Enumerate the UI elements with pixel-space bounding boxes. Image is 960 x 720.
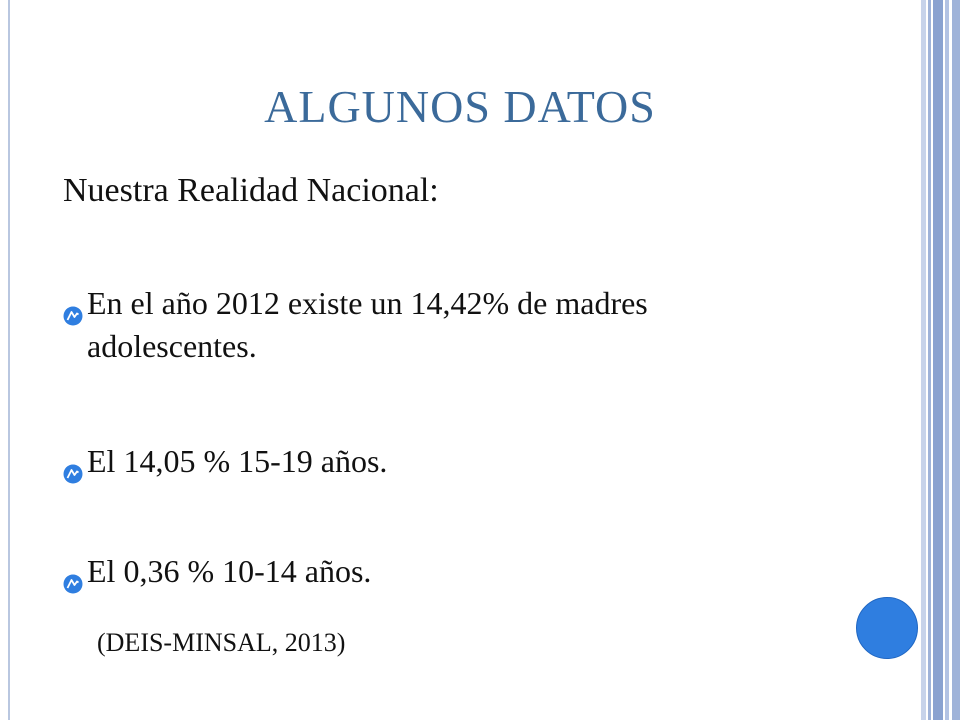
bullet-item: El 14,05 % 15-19 años. [63, 440, 807, 495]
band-stripe [933, 0, 943, 720]
band-stripe [952, 0, 960, 720]
bullet-arrow-icon [63, 452, 87, 495]
left-border-line [8, 0, 10, 720]
band-stripe [928, 0, 931, 720]
decorative-circle [856, 597, 918, 659]
bullet-text: En el año 2012 existe un 14,42% de madre… [87, 285, 648, 364]
band-stripe [945, 0, 949, 720]
source-citation: (DEIS-MINSAL, 2013) [97, 628, 346, 657]
bullet-text: El 14,05 % 15-19 años. [87, 443, 388, 479]
bullet-arrow-icon [63, 294, 87, 337]
band-stripe [921, 0, 926, 720]
bullet-item: El 0,36 % 10-14 años. [63, 550, 807, 605]
bullet-item: En el año 2012 existe un 14,42% de madre… [63, 282, 807, 368]
slide-subtitle: Nuestra Realidad Nacional: [63, 172, 439, 209]
bullet-text: El 0,36 % 10-14 años. [87, 553, 372, 589]
slide-title: ALGUNOS DATOS [264, 81, 656, 132]
right-decorative-band [919, 0, 960, 720]
bullet-arrow-icon [63, 562, 87, 605]
